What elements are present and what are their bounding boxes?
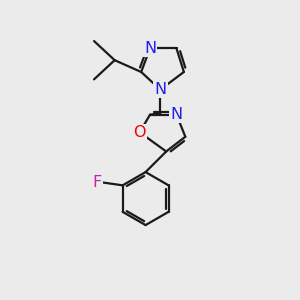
Text: N: N [144, 41, 156, 56]
Text: O: O [134, 125, 146, 140]
Text: N: N [170, 107, 183, 122]
Text: N: N [154, 82, 167, 97]
Text: F: F [92, 175, 101, 190]
